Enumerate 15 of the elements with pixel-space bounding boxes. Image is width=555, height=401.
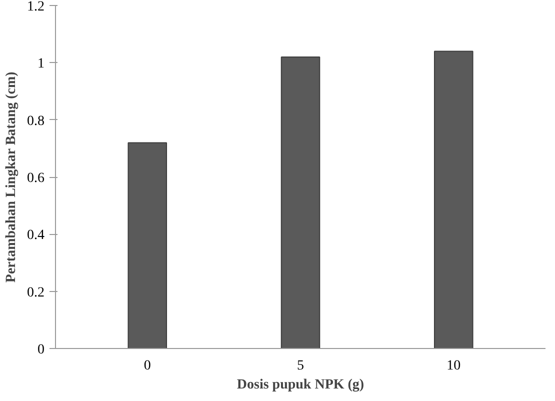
x-tick-label: 0 [144, 358, 151, 374]
y-tick-label: 1 [38, 56, 44, 72]
bar [128, 142, 168, 348]
y-tick-label: 0.4 [27, 228, 44, 244]
x-tick-label: 5 [297, 358, 304, 374]
x-axis-title: Dosis pupuk NPK (g) [236, 378, 364, 392]
x-tick-label: 10 [446, 358, 461, 374]
bar [280, 56, 320, 348]
bar [434, 50, 474, 348]
y-tick-label: 1.2 [27, 0, 44, 14]
y-axis-title: Pertambahan Lingkar Batang (cm) [4, 71, 19, 283]
y-tick-label: 0.2 [27, 285, 44, 300]
y-tick-label: 0.8 [27, 114, 44, 129]
y-tick-label: 0 [38, 342, 44, 358]
y-tick-label: 0.6 [27, 171, 44, 186]
